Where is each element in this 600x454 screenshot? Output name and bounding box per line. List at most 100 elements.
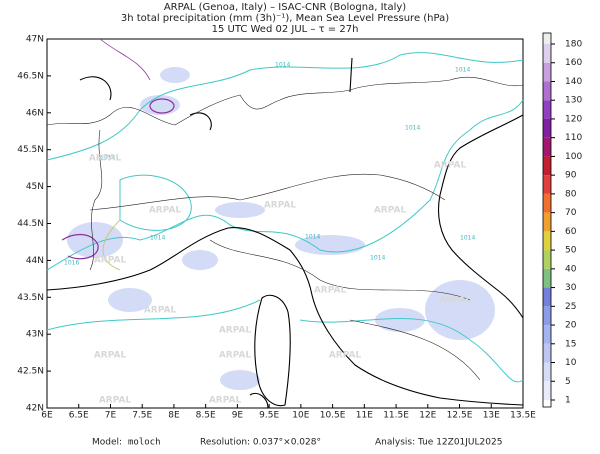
colorbar-band: [543, 33, 551, 44]
header-line2: 3h total precipitation (mm (3h)⁻¹), Mean…: [121, 13, 449, 24]
watermark: ARPAL: [99, 396, 132, 406]
colorbar-label: 50: [565, 246, 577, 256]
colorbar-label: 10: [565, 358, 577, 368]
lat-label: 47N: [26, 35, 44, 45]
colorbar: 1510152025304050607080901001101201301401…: [542, 32, 582, 408]
colorbar-band: [543, 193, 551, 213]
watermark: ARPAL: [149, 206, 182, 216]
contour-label: 1014: [455, 67, 470, 74]
lon-label: 6E: [41, 411, 53, 421]
contour-label: 1014: [150, 235, 165, 242]
colorbar-label: 30: [565, 283, 577, 293]
colorbar-label: 120: [565, 114, 582, 124]
lon-label: 12E: [419, 411, 436, 421]
header-line3: 15 UTC Wed 02 JUL – τ = 27h: [212, 24, 359, 35]
lat-label: 43N: [26, 330, 44, 340]
colorbar-label: 60: [565, 227, 577, 237]
watermark: ARPAL: [374, 206, 407, 216]
lat-label: 45.5N: [17, 145, 44, 155]
pressure-contours: [46, 38, 524, 383]
colorbar-label: 130: [565, 96, 582, 106]
contour-label: 1014: [275, 62, 290, 69]
colorbar-label: 80: [565, 189, 577, 199]
map-area: 1014 1014 1014 1014 1014 1014 1014 1014 1016 ARPA…: [46, 38, 524, 409]
lon-label: 11E: [356, 411, 373, 421]
lon-label: 7E: [105, 411, 117, 421]
lat-label: 43.5N: [17, 293, 44, 303]
lon-label: 10.5E: [320, 411, 346, 421]
colorbar-band: [543, 231, 551, 251]
lat-label: 44.5N: [17, 219, 44, 229]
watermark: ARPAL: [89, 154, 122, 164]
lon-label: 10E: [292, 411, 309, 421]
colorbar-band: [543, 381, 551, 400]
lat-label: 42N: [26, 404, 44, 414]
colorbar-band: [543, 44, 551, 63]
watermark: ARPAL: [264, 201, 297, 211]
colorbar-label: 180: [565, 40, 582, 50]
contour-label: 1014: [370, 255, 385, 262]
lon-label: 8E: [168, 411, 180, 421]
colorbar-label: 140: [565, 77, 582, 87]
colorbar-band: [543, 306, 551, 326]
watermark: ARPAL: [219, 326, 252, 336]
watermark: ARPAL: [439, 296, 472, 306]
colorbar-label: 110: [565, 133, 582, 143]
lon-label: 12.5E: [447, 411, 473, 421]
lat-label: 44N: [26, 256, 44, 266]
footer-resolution: Resolution: 0.037°×0.028°: [200, 438, 321, 448]
footer-model: moloch: [128, 438, 161, 448]
contour-label: 1014: [460, 235, 475, 242]
watermark: ARPAL: [94, 256, 127, 266]
colorbar-label: 5: [565, 377, 571, 387]
lon-label: 13E: [483, 411, 500, 421]
colorbar-band: [543, 400, 551, 407]
colorbar-label: 25: [565, 302, 576, 312]
lat-label: 46.5N: [17, 71, 44, 81]
colorbar-band: [543, 325, 551, 344]
watermark: ARPAL: [94, 351, 127, 361]
colorbar-band: [543, 156, 551, 176]
colorbar-band: [543, 100, 551, 119]
lat-label: 42.5N: [17, 367, 44, 377]
colorbar-band: [543, 137, 551, 157]
colorbar-band: [543, 81, 551, 101]
colorbar-label: 90: [565, 171, 577, 181]
lat-label: 45N: [26, 182, 44, 192]
colorbar-band: [543, 118, 551, 138]
lon-label: 6.5E: [69, 411, 89, 421]
lat-label: 46N: [26, 108, 44, 118]
colorbar-frame: [542, 32, 552, 408]
colorbar-label: 1: [565, 396, 571, 406]
footer-model-label: Model:: [92, 438, 122, 448]
borders: [46, 76, 524, 381]
colorbar-label: 15: [565, 339, 576, 349]
colorbar-band: [543, 287, 551, 307]
lon-label: 9.5E: [259, 411, 279, 421]
contour-label: 1014: [405, 125, 420, 132]
lon-label: 11.5E: [383, 411, 409, 421]
lon-label: 9E: [232, 411, 244, 421]
contour-label: 1016: [64, 260, 79, 267]
colorbar-band: [543, 62, 551, 82]
watermark: ARPAL: [209, 396, 242, 406]
colorbar-label: 20: [565, 321, 577, 331]
watermark: ARPAL: [314, 286, 347, 296]
colorbar-band: [543, 268, 551, 288]
lon-label: 7.5E: [132, 411, 152, 421]
watermark: ARPAL: [329, 351, 362, 361]
contour-label: 1014: [100, 155, 115, 162]
lon-label: 13.5E: [510, 411, 536, 421]
watermark: ARPAL: [144, 306, 177, 316]
lon-label: 8.5E: [196, 411, 216, 421]
colorbar-band: [543, 175, 551, 194]
colorbar-label: 160: [565, 58, 582, 68]
contour-label: 1014: [305, 234, 320, 241]
colorbar-label: 40: [565, 264, 577, 274]
watermark: ARPAL: [219, 351, 252, 361]
header-line1: ARPAL (Genoa, Italy) – ISAC-CNR (Bologna…: [164, 2, 406, 13]
colorbar-band: [543, 343, 551, 363]
colorbar-band: [543, 250, 551, 269]
colorbar-band: [543, 212, 551, 232]
